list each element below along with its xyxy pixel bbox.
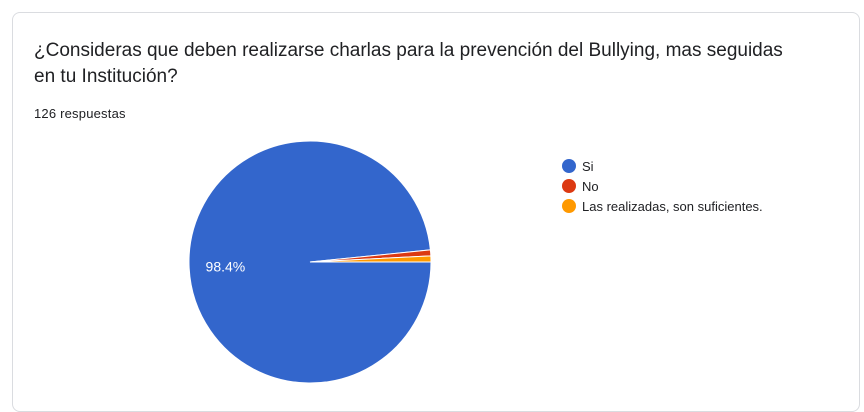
- legend-label: Si: [582, 158, 594, 174]
- legend-swatch-icon: [562, 179, 576, 193]
- legend-swatch-icon: [562, 199, 576, 213]
- pie-labels: 98.4%: [206, 258, 246, 274]
- legend-label: No: [582, 178, 599, 194]
- chart-legend: Si No Las realizadas, son suficientes.: [562, 156, 763, 216]
- pie-data-label-0: 98.4%: [206, 258, 246, 274]
- response-count: 126 respuestas: [34, 106, 126, 121]
- question-title: ¿Consideras que deben realizarse charlas…: [34, 40, 783, 87]
- legend-label: Las realizadas, son suficientes.: [582, 198, 763, 214]
- legend-swatch-icon: [562, 159, 576, 173]
- pie-slice-2: [309, 255, 432, 263]
- legend-item-2[interactable]: Las realizadas, son suficientes.: [562, 196, 763, 216]
- legend-item-0[interactable]: Si: [562, 156, 763, 176]
- chart-card: [12, 12, 860, 412]
- pie-slices: [188, 140, 432, 384]
- pie-chart: 98.4%: [188, 140, 432, 384]
- legend-item-1[interactable]: No: [562, 176, 763, 196]
